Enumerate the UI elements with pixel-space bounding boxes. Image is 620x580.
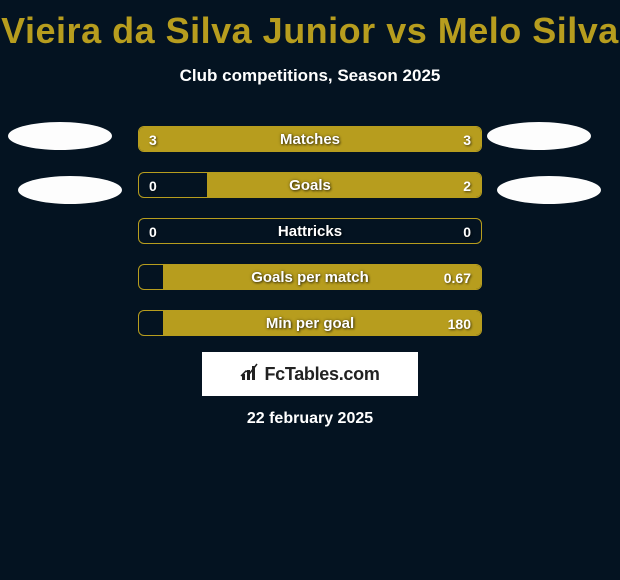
stat-label: Goals per match: [139, 265, 481, 289]
player-ellipse: [487, 122, 591, 150]
player-ellipse: [497, 176, 601, 204]
player-left-name: Vieira da Silva Junior: [1, 10, 376, 51]
vs-text: vs: [386, 10, 427, 51]
bar-chart-icon: [240, 362, 260, 387]
stat-value-right: 3: [463, 127, 471, 151]
stat-row: Hattricks0 0: [138, 218, 482, 244]
stat-row: Goals0 2: [138, 172, 482, 198]
stat-label: Hattricks: [139, 219, 481, 243]
stat-row: Goals per match0.67: [138, 264, 482, 290]
stat-row: Min per goal180: [138, 310, 482, 336]
logo-text: FcTables.com: [264, 364, 379, 385]
stat-value-right: 0: [463, 219, 471, 243]
stat-value-right: 0.67: [444, 265, 471, 289]
logo-box: FcTables.com: [202, 352, 418, 396]
stats-area: Matches33Goals02Hattricks00Goals per mat…: [138, 126, 482, 356]
player-right-name: Melo Silva: [438, 10, 619, 51]
stat-row: Matches3 3: [138, 126, 482, 152]
player-ellipse: [8, 122, 112, 150]
stat-value-left: 0: [149, 173, 157, 197]
stat-value-left: 0: [149, 219, 157, 243]
stat-label: Matches: [139, 127, 481, 151]
player-ellipse: [18, 176, 122, 204]
stat-label: Min per goal: [139, 311, 481, 335]
page-title: Vieira da Silva Junior vs Melo Silva: [0, 0, 620, 52]
date-text: 22 february 2025: [0, 410, 620, 428]
stat-value-right: 2: [463, 173, 471, 197]
stat-value-left: 3: [149, 127, 157, 151]
stat-label: Goals: [139, 173, 481, 197]
stat-value-right: 180: [448, 311, 471, 335]
subtitle: Club competitions, Season 2025: [0, 66, 620, 86]
